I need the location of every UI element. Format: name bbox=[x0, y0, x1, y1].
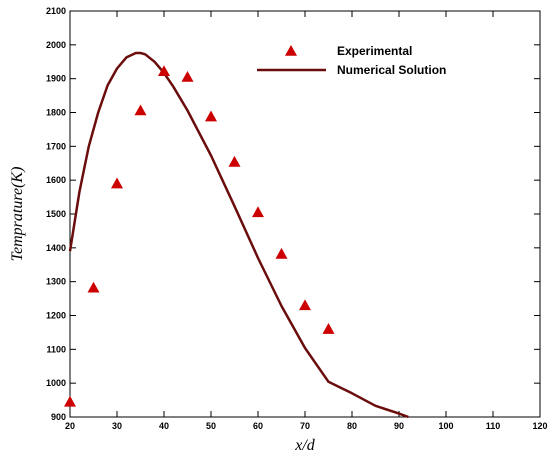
y-tick-label: 1400 bbox=[46, 243, 66, 253]
y-tick-label: 1000 bbox=[46, 378, 66, 388]
x-tick-label: 60 bbox=[253, 421, 263, 431]
y-tick-label: 1900 bbox=[46, 74, 66, 84]
y-tick-label: 2000 bbox=[46, 40, 66, 50]
y-tick-label: 1600 bbox=[46, 175, 66, 185]
experimental-point bbox=[134, 104, 147, 116]
experimental-point bbox=[275, 247, 288, 259]
x-tick-label: 40 bbox=[159, 421, 169, 431]
experimental-point bbox=[299, 299, 311, 311]
experimental-point bbox=[252, 206, 264, 218]
experimental-point bbox=[64, 395, 76, 407]
y-tick-label: 2100 bbox=[46, 6, 66, 16]
y-tick-label: 1700 bbox=[46, 141, 66, 151]
experimental-series bbox=[64, 65, 335, 407]
experimental-point bbox=[111, 177, 123, 189]
x-tick-label: 100 bbox=[438, 421, 453, 431]
x-tick-label: 80 bbox=[347, 421, 357, 431]
y-tick-label: 900 bbox=[51, 412, 66, 422]
numerical-solution-line bbox=[68, 51, 409, 419]
x-tick-label: 50 bbox=[206, 421, 216, 431]
x-tick-label: 120 bbox=[532, 421, 547, 431]
experimental-point bbox=[158, 65, 170, 77]
numerical-series bbox=[68, 51, 409, 419]
y-tick-label: 1300 bbox=[46, 277, 66, 287]
experimental-point bbox=[87, 281, 100, 293]
x-tick-label: 30 bbox=[112, 421, 122, 431]
experimental-point bbox=[228, 155, 241, 167]
experimental-point bbox=[322, 323, 335, 334]
x-tick-label: 90 bbox=[394, 421, 404, 431]
x-tick-label: 20 bbox=[65, 421, 75, 431]
experimental-point bbox=[181, 70, 194, 82]
plot-area-frame bbox=[69, 10, 541, 418]
y-axis-title: Temprature(K) bbox=[9, 167, 26, 262]
axis-ticks bbox=[69, 10, 541, 418]
legend: Experimental Numerical Solution bbox=[257, 44, 446, 77]
y-tick-label: 1500 bbox=[46, 209, 66, 219]
x-tick-label: 110 bbox=[486, 421, 501, 431]
legend-numerical-label: Numerical Solution bbox=[337, 63, 446, 77]
legend-experimental-marker bbox=[285, 45, 297, 56]
legend-experimental-label: Experimental bbox=[337, 44, 412, 58]
y-tick-label: 1100 bbox=[46, 344, 66, 354]
y-tick-label: 1200 bbox=[46, 311, 66, 321]
axis-tick-labels: 20 30 40 50 60 70 80 90 100 110 120 900 1000 1100 1200… bbox=[46, 6, 548, 431]
y-tick-label: 1800 bbox=[46, 108, 66, 118]
x-tick-label: 70 bbox=[300, 421, 310, 431]
x-axis-title: x/d bbox=[294, 437, 316, 454]
experimental-point bbox=[205, 110, 217, 122]
